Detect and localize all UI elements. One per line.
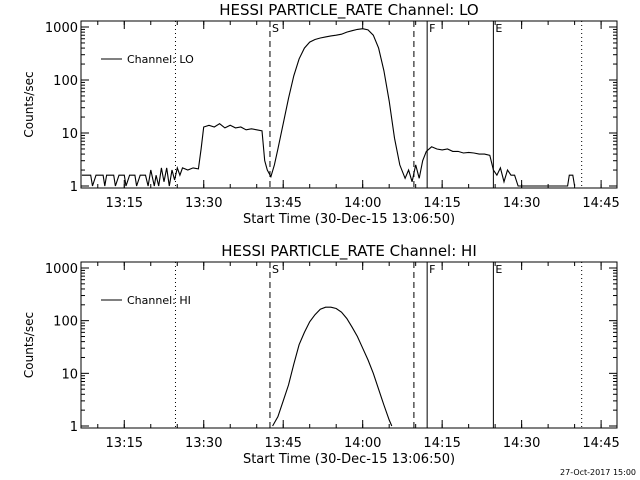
legend-entry: Channel: LO: [127, 53, 194, 66]
event-marker-label: E: [495, 22, 502, 35]
chart-title: HESSI PARTICLE_RATE Channel: HI: [221, 242, 477, 261]
x-tick-label: 14:15: [423, 196, 460, 211]
y-tick-label: 1000: [45, 21, 78, 36]
x-tick-label: 14:00: [344, 436, 381, 451]
x-tick-label: 14:15: [423, 436, 460, 451]
y-tick-label: 100: [53, 315, 78, 330]
plot-frame: [80, 20, 618, 189]
event-marker-label: E: [495, 263, 502, 276]
y-tick-label: 10: [61, 127, 78, 142]
x-tick-label: 13:30: [185, 436, 222, 451]
chart-title: HESSI PARTICLE_RATE Channel: LO: [219, 1, 478, 20]
event-marker-label: F: [429, 263, 435, 276]
x-tick-label: 14:30: [503, 196, 540, 211]
x-tick-label: 13:45: [264, 436, 301, 451]
x-tick-label: 13:15: [106, 436, 143, 451]
series-line-channel-hi: [272, 306, 393, 427]
event-marker-label: S: [272, 22, 279, 35]
y-tick-label: 10: [61, 367, 78, 382]
y-tick-label: 100: [53, 74, 78, 89]
x-tick-label: 14:00: [344, 196, 381, 211]
event-marker-label: S: [272, 263, 279, 276]
x-tick-label: 14:30: [503, 436, 540, 451]
footer-timestamp: 27-Oct-2017 15:00: [560, 468, 636, 477]
series-line-channel-lo: [81, 28, 576, 187]
legend-entry: Channel: HI: [127, 294, 191, 307]
x-axis-label: Start Time (30-Dec-15 13:06:50): [243, 452, 455, 467]
chart-panel-2: [80, 261, 618, 429]
x-tick-label: 14:45: [582, 196, 619, 211]
event-marker-label: F: [429, 22, 435, 35]
y-axis-label: Counts/sec: [22, 71, 36, 137]
y-tick-label: 1: [70, 420, 78, 435]
x-axis-label: Start Time (30-Dec-15 13:06:50): [243, 212, 455, 227]
y-tick-label: 1: [70, 180, 78, 195]
y-axis-label: Counts/sec: [22, 312, 36, 378]
x-tick-label: 14:45: [582, 436, 619, 451]
plot-frame: [80, 261, 618, 429]
x-tick-label: 13:15: [106, 196, 143, 211]
x-tick-label: 13:45: [264, 196, 301, 211]
y-tick-label: 1000: [45, 262, 78, 277]
x-tick-label: 13:30: [185, 196, 222, 211]
chart-panel-1: [80, 20, 618, 189]
